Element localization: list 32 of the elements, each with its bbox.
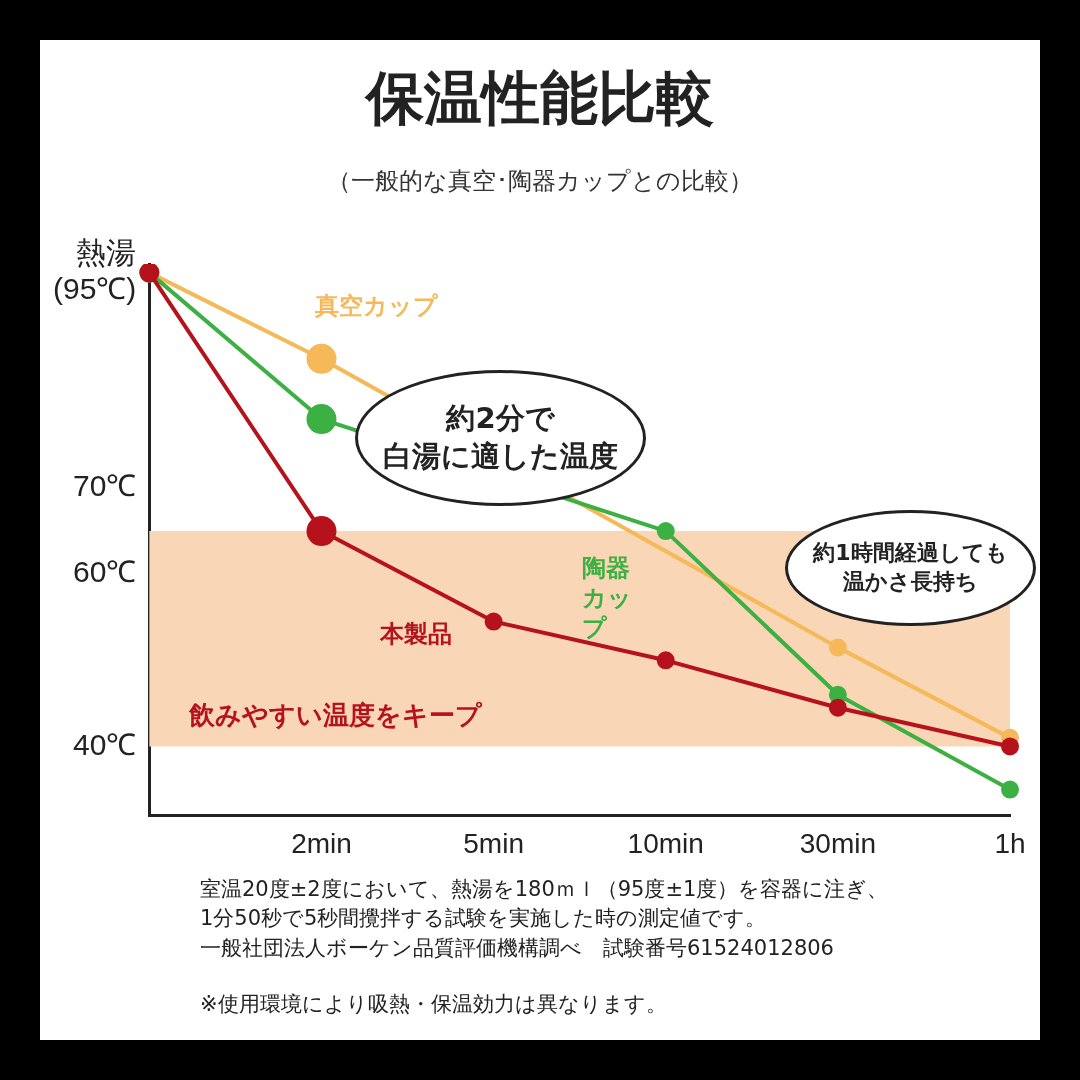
x-tick-label: 10min	[627, 827, 704, 859]
annotation: 約2分で	[446, 400, 555, 438]
speech-bubble: 約1時間経過しても 温かさ長持ち	[785, 510, 1036, 626]
y-tick-label: 70℃	[72, 469, 137, 503]
chart-subtitle: （一般的な真空･陶器カップとの比較）	[326, 166, 754, 197]
point	[828, 638, 847, 657]
point	[1001, 737, 1019, 756]
text: 一般社団法人ボーケン品質評価機構調べ 試験番号61524012806	[200, 934, 835, 962]
point	[828, 698, 847, 717]
y-tick-label: 熱湯 (95℃)	[52, 235, 137, 305]
series-label: 陶器カップ	[581, 554, 632, 643]
point	[1001, 780, 1019, 799]
y-tick-label: 60℃	[72, 555, 137, 589]
annotation: 温かさ長持ち	[843, 568, 978, 596]
chart-title: 保温性能比較	[363, 63, 715, 134]
text: 1分50秒で5秒間攪拌する試験を実施した時の測定値です。	[200, 905, 768, 933]
point	[484, 612, 503, 631]
x-tick-label: 5min	[463, 827, 524, 859]
y-tick-label: 40℃	[72, 727, 137, 761]
x-tick-label: 2min	[291, 827, 352, 859]
series-label: 本製品	[378, 619, 452, 648]
point	[656, 651, 675, 670]
series-label: 真空カップ	[314, 291, 440, 320]
speech-bubble: 約2分で 白湯に適した温度	[355, 370, 646, 506]
annotation: 白湯に適した温度	[383, 438, 618, 475]
text: ※使用環境により吸熱・保温効力は異なります。	[200, 991, 667, 1018]
text: 室温20度±2度において、熱湯を180ｍｌ（95度±1度）を容器に注ぎ、	[200, 876, 889, 903]
x-tick-label: 30min	[799, 827, 876, 859]
x-tick-label: 1h	[994, 827, 1026, 859]
annotation: 約1時間経過しても	[813, 539, 1008, 568]
point	[656, 522, 675, 541]
band-label: 飲みやすい温度をキープ	[188, 700, 484, 731]
